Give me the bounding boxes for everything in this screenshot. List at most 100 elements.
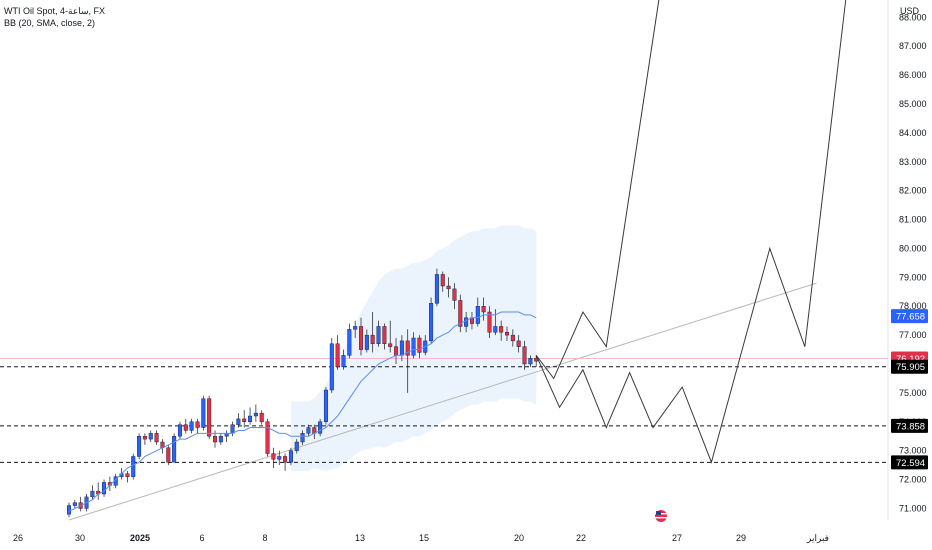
candle-body <box>189 421 194 431</box>
candle-body <box>236 418 241 425</box>
x-tick-label: 26 <box>13 533 23 543</box>
price-badge <box>891 418 928 433</box>
x-tick-label: 8 <box>262 533 267 543</box>
y-tick-label: 87.000 <box>899 41 927 51</box>
chart-legend: WTI Oil Spot, 4-ساعة, FX BB (20, SMA, cl… <box>4 5 105 29</box>
candle-body <box>382 326 387 344</box>
candle-body <box>329 343 334 391</box>
candle-body <box>131 456 136 477</box>
candle-body <box>499 326 504 333</box>
candle-body <box>288 450 293 463</box>
candle-body <box>212 436 217 443</box>
candle-body <box>259 412 264 422</box>
candle-body <box>522 346 527 365</box>
x-tick-label: 6 <box>199 533 204 543</box>
candle-body <box>102 482 107 495</box>
candle-body <box>528 358 533 365</box>
candle-body <box>283 456 288 463</box>
candle-body <box>510 334 515 342</box>
candle-body <box>440 274 445 287</box>
candle-body <box>347 329 352 356</box>
symbol-title[interactable]: WTI Oil Spot, 4-ساعة, FX <box>4 6 106 16</box>
x-tick-label: 13 <box>355 533 365 543</box>
price-badge-label: 76.192 <box>896 354 925 365</box>
candle-body <box>364 334 369 350</box>
y-tick-label: 85.000 <box>899 99 927 109</box>
candle-body <box>142 436 147 440</box>
x-tick-label: 2025 <box>130 533 150 543</box>
candle-body <box>306 427 311 434</box>
candle-body <box>242 418 247 422</box>
candle-body <box>265 421 270 454</box>
x-tick-label: 22 <box>576 533 586 543</box>
y-tick-label: 83.000 <box>899 157 927 167</box>
y-tick-label: 72.000 <box>899 475 927 485</box>
candle-body <box>505 332 510 336</box>
candle-body <box>411 337 416 356</box>
candle-body <box>452 288 457 301</box>
candle-body <box>417 337 422 353</box>
projection-path-2[interactable] <box>535 0 847 464</box>
candle-body <box>183 424 188 431</box>
candle-body <box>434 274 439 304</box>
candle-body <box>394 346 399 356</box>
y-tick-label: 79.000 <box>899 272 927 282</box>
y-tick-label: 81.000 <box>899 215 927 225</box>
projection-path-1[interactable] <box>535 0 660 380</box>
price-badge-label: 77.658 <box>896 312 925 323</box>
candle-body <box>207 398 212 437</box>
candle-body <box>516 340 521 347</box>
candle-body <box>154 433 159 443</box>
candle-body <box>370 334 375 344</box>
candle-body <box>201 398 206 428</box>
price-badge <box>891 309 928 324</box>
candle-body <box>487 311 492 333</box>
candle-body <box>300 433 305 443</box>
candle-body <box>271 453 276 460</box>
candle-body <box>218 436 223 443</box>
candle-body <box>318 421 323 434</box>
candle-body <box>359 326 364 350</box>
price-badge <box>891 359 928 374</box>
candle-body <box>66 505 71 515</box>
candle-body <box>335 343 340 368</box>
trendline[interactable] <box>68 282 817 521</box>
candle-body <box>90 490 95 498</box>
price-axis[interactable]: USD 88.000 87.000 86.000 85.000 84.000 83.000… <box>899 6 927 513</box>
y-tick-label: 78.000 <box>899 301 927 311</box>
indicator-title[interactable]: BB (20, SMA, close, 2) <box>4 18 96 28</box>
candle-body <box>464 317 469 327</box>
price-badge-label: 75.905 <box>896 362 925 373</box>
price-badge-label: 72.594 <box>896 458 925 469</box>
candle-body <box>137 436 142 457</box>
time-axis[interactable]: 26 30 2025 6 8 13 15 20 22 27 29 فبراير <box>13 533 829 544</box>
candle-body <box>253 412 258 417</box>
candle-body <box>230 424 235 434</box>
candle-body <box>195 421 200 428</box>
price-badge <box>891 455 928 470</box>
y-tick-label: 80.000 <box>899 243 927 253</box>
candle-body <box>475 306 480 324</box>
x-tick-label: فبراير <box>806 533 829 544</box>
x-tick-label: 29 <box>736 533 746 543</box>
y-tick-label: 73.000 <box>899 446 927 456</box>
candle-body <box>125 473 130 477</box>
y-tick-label: 71.000 <box>899 503 927 513</box>
price-badge-label: 73.858 <box>896 421 925 432</box>
candle-body <box>388 343 393 347</box>
candle-body <box>399 340 404 356</box>
x-tick-label: 20 <box>514 533 524 543</box>
trendline-segment[interactable] <box>68 282 817 521</box>
projection-paths[interactable] <box>535 0 847 464</box>
x-tick-label: 30 <box>75 533 85 543</box>
y-tick-label: 75.000 <box>899 388 927 398</box>
candle-body <box>429 303 434 342</box>
bollinger-basis-line <box>68 311 537 512</box>
candle-body <box>353 326 358 330</box>
candle-body <box>148 433 153 440</box>
us-flag-icon[interactable] <box>655 510 667 522</box>
candle-body <box>446 285 451 290</box>
candle-body <box>294 441 299 451</box>
